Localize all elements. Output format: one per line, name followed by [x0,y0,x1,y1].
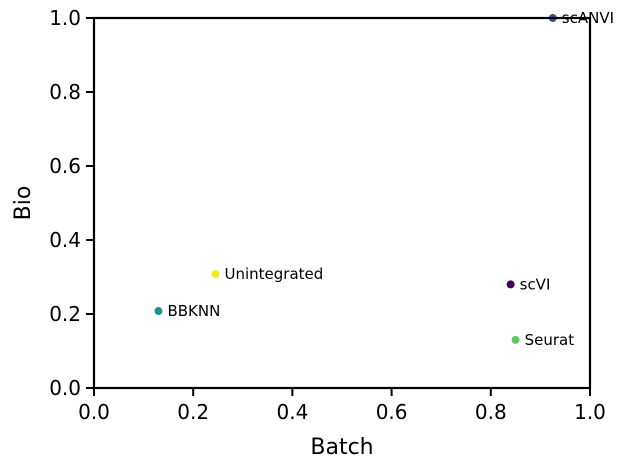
y-tick-label: 0.2 [49,302,81,326]
x-tick-label: 0.8 [475,400,507,424]
x-tick-label: 0.4 [276,400,308,424]
y-axis-title: Bio [11,186,36,221]
x-tick-label: 0.0 [78,400,110,424]
point-label: Unintegrated [225,265,324,283]
point-label: scVI [520,275,551,293]
y-tick-label: 0.4 [49,228,81,252]
data-point-seurat [511,335,520,344]
data-point-scvi [506,280,515,289]
data-point-bbknn [154,307,163,316]
y-tick-label: 0.0 [49,376,81,400]
data-point-unintegrated [211,270,220,279]
y-tick-label: 0.6 [49,154,81,178]
y-tick-label: 0.8 [49,80,81,104]
x-tick-label: 0.2 [177,400,209,424]
x-tick-label: 1.0 [574,400,606,424]
x-axis-title: Batch [310,435,373,460]
point-label: Seurat [525,331,575,349]
point-label: BBKNN [167,302,220,320]
plot-frame [92,16,592,390]
x-tick-label: 0.6 [376,400,408,424]
y-tick-label: 1.0 [49,6,81,30]
ticks-layer: 0.0 0.2 0.4 0.6 0.8 1.0 0.0 0.2 0.4 0.6 0.8 1.0 [49,6,606,424]
